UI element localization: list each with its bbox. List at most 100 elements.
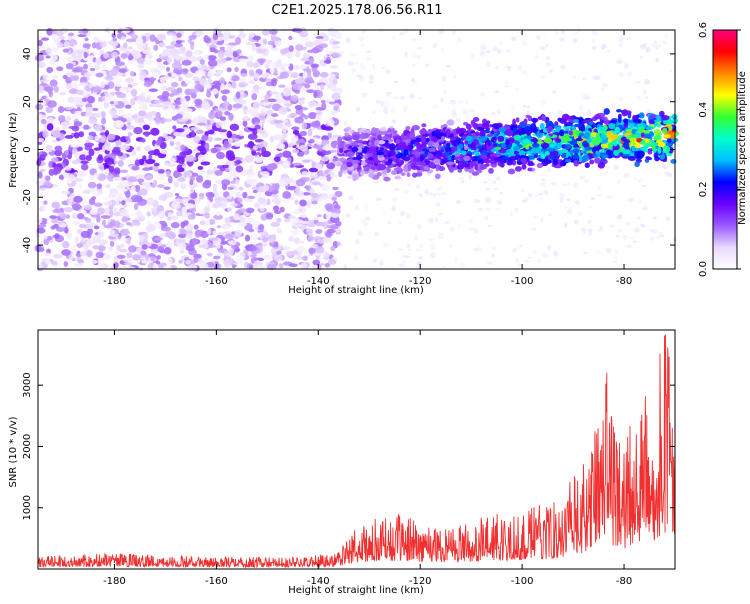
spectrogram-cell: [584, 146, 590, 151]
spectrogram-cell: [148, 88, 158, 93]
spectrogram-cell: [110, 68, 118, 76]
spectrogram-cell: [234, 160, 243, 164]
spectrogram-cell: [545, 121, 554, 128]
spectrogram-cell: [390, 107, 396, 114]
spectrogram-cell: [300, 262, 308, 269]
spectrogram-cell: [584, 93, 590, 100]
spectrogram-cell: [104, 169, 109, 176]
spectrogram-cell: [640, 132, 645, 138]
spectrogram-cell: [176, 164, 183, 173]
spectrogram-cell: [451, 139, 460, 147]
spectrogram-cell: [393, 167, 402, 171]
spectrogram-cell: [222, 34, 230, 42]
spectrogram-cell: [219, 131, 229, 137]
spectrogram-cell: [65, 231, 73, 240]
spectrogram-cell: [307, 57, 315, 65]
spectrogram-cell: [154, 237, 164, 241]
spectrogram-cell: [435, 165, 440, 172]
spectrogram-cell: [193, 50, 201, 56]
spectrogram-cell: [635, 155, 643, 160]
spectrogram-cell: [125, 190, 131, 199]
spectrogram-cell: [486, 133, 494, 137]
spectrogram-cell: [131, 165, 140, 171]
spectrogram-cell: [328, 101, 336, 105]
spectrogram-cell: [104, 201, 113, 206]
spectrogram-cell: [144, 145, 152, 152]
spectrogram-cell: [116, 78, 124, 84]
spectrogram-cell: [96, 215, 101, 223]
spectrogram-cell: [608, 123, 616, 130]
spectrogram-cell: [509, 156, 518, 160]
spectrogram-cell: [115, 220, 121, 228]
spectrogram-cell: [587, 219, 592, 225]
spectrogram-cell: [123, 42, 128, 49]
spectrogram-cell: [579, 175, 586, 180]
spectrogram-cell: [313, 91, 318, 99]
spectrogram-cell: [312, 259, 321, 266]
spectrogram-cell: [417, 96, 423, 101]
spectrogram-cell: [623, 141, 630, 149]
spectrogram-cell: [544, 156, 549, 161]
spectrogram-cell: [561, 183, 568, 186]
spectrogram-cell: [301, 192, 311, 196]
spectrogram-cell: [190, 43, 195, 51]
spectrogram-cell: [224, 110, 231, 116]
spectrogram-cell: [534, 194, 539, 197]
spectrogram-cell: [246, 217, 254, 223]
spectrogram-cell: [517, 264, 523, 267]
spectrogram-cell: [320, 99, 326, 104]
spectrogram-cell: [123, 262, 133, 266]
spectrogram-cell: [574, 200, 580, 205]
spectrogram-cell: [199, 59, 205, 65]
spectrogram-cell: [97, 258, 104, 266]
spectrogram-cell: [665, 143, 671, 147]
spectrogram-cell: [34, 54, 45, 62]
figure-title: C2E1.2025.178.06.56.R11: [271, 3, 442, 18]
spectrogram-cell: [386, 93, 390, 98]
spectrogram-cell: [37, 137, 45, 143]
spectrogram-cell: [485, 197, 492, 203]
spectrogram-cell: [145, 158, 156, 165]
spectrogram-cell: [73, 220, 80, 225]
spectrogram-cell: [428, 147, 436, 153]
spectrogram-cell: [495, 176, 501, 182]
spectrogram-cell: [198, 209, 206, 215]
spectrogram-cell: [412, 52, 417, 58]
spectrogram-cell: [307, 100, 318, 108]
spectrogram-cell: [273, 156, 281, 162]
spectrogram-cell: [83, 63, 88, 70]
spectrogram-cell: [101, 110, 106, 118]
spectrogram-cell: [177, 65, 182, 71]
spectrogram-cell: [221, 179, 231, 186]
spectrogram-cell: [119, 208, 129, 217]
spectrogram-cell: [578, 105, 583, 112]
spectrogram-cell: [294, 116, 304, 124]
spectrogram-cell: [339, 243, 343, 247]
spectrogram-cell: [283, 218, 291, 223]
spectrogram-cell: [40, 78, 50, 83]
spectrogram-cell: [79, 82, 89, 87]
spectrogram-cell: [539, 197, 544, 202]
spectrogram-cell: [352, 174, 357, 179]
spectrogram-cell: [651, 43, 656, 49]
spectrogram-cell: [257, 197, 266, 204]
spectrogram-cell: [316, 239, 325, 244]
spectrogram-cell: [583, 132, 590, 139]
spectrogram-cell: [291, 221, 296, 226]
spectrogram-cell: [521, 164, 527, 170]
spectrogram-cell: [35, 247, 45, 253]
spectrogram-cell: [242, 93, 247, 98]
spectrogram-cell: [544, 150, 550, 156]
spectrogram-cell: [272, 61, 283, 69]
spectrogram-cell: [120, 53, 128, 59]
spectrogram-cell: [160, 85, 167, 91]
spectrogram-cell: [195, 69, 205, 76]
spectrogram-cell: [290, 112, 298, 118]
spectrogram-cell: [58, 91, 66, 96]
spectrogram-cell: [596, 251, 602, 254]
spectrogram-cell: [406, 172, 411, 177]
spectrogram-cell: [137, 201, 147, 206]
spectrogram-cell: [187, 55, 197, 62]
spectrogram-cell: [368, 146, 377, 154]
spectrogram-cell: [299, 214, 308, 218]
